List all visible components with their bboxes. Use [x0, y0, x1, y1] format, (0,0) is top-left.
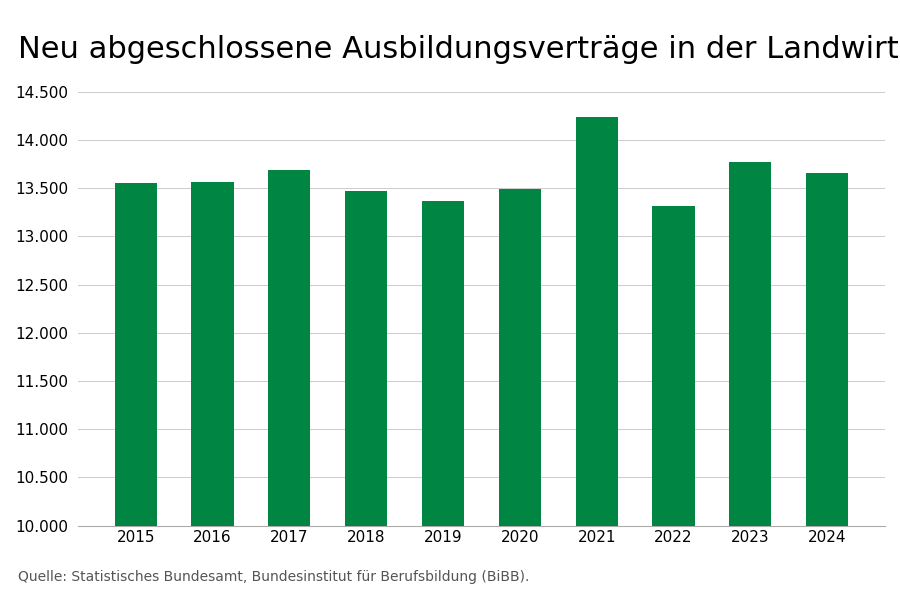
Text: Quelle: Statistisches Bundesamt, Bundesinstitut für Berufsbildung (BiBB).: Quelle: Statistisches Bundesamt, Bundesi…	[18, 570, 529, 584]
Bar	[422, 201, 464, 526]
Bar	[575, 117, 617, 526]
Bar	[499, 189, 541, 526]
Bar	[652, 205, 695, 526]
Bar	[345, 191, 387, 526]
Bar	[806, 173, 849, 526]
Bar	[114, 183, 157, 526]
Bar	[192, 182, 234, 526]
Text: Neu abgeschlossene Ausbildungsverträge in der Landwirtschaft: Neu abgeschlossene Ausbildungsverträge i…	[18, 35, 900, 64]
Bar	[729, 162, 771, 526]
Bar	[268, 170, 310, 526]
